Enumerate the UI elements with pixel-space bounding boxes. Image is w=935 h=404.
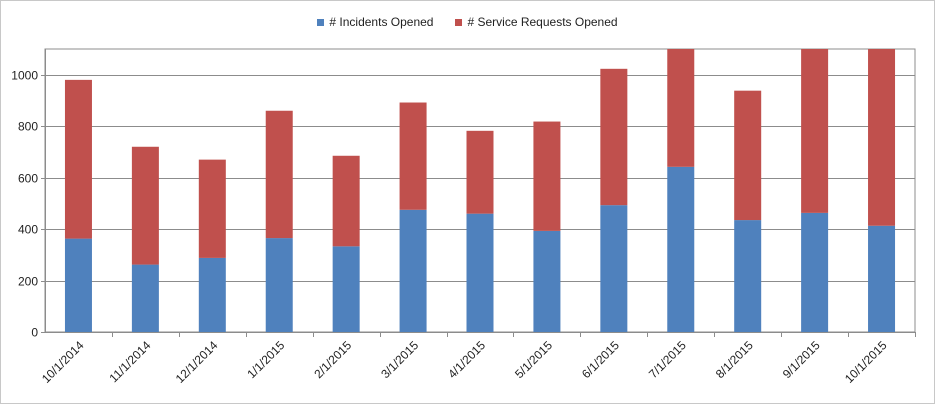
- x-tick-label: 3/1/2015: [378, 338, 421, 381]
- x-tick-label: 1/1/2015: [244, 338, 287, 381]
- bar-incidents: [265, 238, 293, 332]
- bar-service-requests: [801, 49, 829, 213]
- x-tick-label: 5/1/2015: [512, 338, 555, 381]
- y-tick-label: 1000: [11, 69, 38, 83]
- x-tick-label: 9/1/2015: [780, 338, 823, 381]
- bar-incidents: [332, 246, 360, 332]
- bar-incidents: [466, 213, 494, 332]
- bar-service-requests: [131, 146, 159, 265]
- bar-service-requests: [466, 130, 494, 214]
- legend: # Incidents Opened # Service Requests Op…: [1, 15, 934, 29]
- bar-service-requests: [600, 68, 628, 206]
- bar-incidents: [734, 220, 762, 332]
- y-tick-label: 600: [18, 172, 38, 186]
- legend-item-incidents: # Incidents Opened: [317, 15, 433, 29]
- bar-service-requests: [265, 110, 293, 239]
- x-tick-label: 10/1/2014: [39, 338, 87, 386]
- bar-service-requests: [198, 159, 226, 258]
- x-tick-label: 10/1/2015: [842, 338, 890, 386]
- y-tick-label: 400: [18, 223, 38, 237]
- bar-incidents: [868, 225, 896, 332]
- legend-swatch-incidents: [317, 18, 325, 26]
- bar-service-requests: [533, 121, 561, 231]
- bar-incidents: [533, 230, 561, 332]
- bar-service-requests: [734, 90, 762, 221]
- bar-incidents: [801, 212, 829, 332]
- y-tick-label: 800: [18, 120, 38, 134]
- bar-service-requests: [399, 102, 427, 210]
- legend-label-service-requests: # Service Requests Opened: [467, 15, 618, 29]
- bar-incidents: [399, 209, 427, 332]
- x-tick-label: 4/1/2015: [445, 338, 488, 381]
- x-tick-label: 8/1/2015: [713, 338, 756, 381]
- x-tick-label: 7/1/2015: [646, 338, 689, 381]
- bar-incidents: [667, 166, 695, 332]
- x-tick-label: 12/1/2014: [173, 338, 221, 386]
- legend-label-incidents: # Incidents Opened: [329, 15, 434, 29]
- bar-incidents: [64, 238, 92, 332]
- bar-incidents: [131, 264, 159, 332]
- legend-item-service-requests: # Service Requests Opened: [455, 15, 618, 29]
- bar-incidents: [600, 205, 628, 332]
- y-tick-label: 0: [31, 326, 38, 340]
- x-tick-label: 6/1/2015: [579, 338, 622, 381]
- legend-swatch-service-requests: [455, 18, 463, 26]
- x-tick-label: 2/1/2015: [311, 338, 354, 381]
- x-tick-label: 11/1/2014: [106, 338, 153, 385]
- bar-incidents: [198, 257, 226, 332]
- bar-service-requests: [667, 49, 695, 167]
- bar-service-requests: [64, 79, 92, 239]
- bar-service-requests: [868, 49, 896, 226]
- y-tick-label: 200: [18, 275, 38, 289]
- bar-service-requests: [332, 155, 360, 247]
